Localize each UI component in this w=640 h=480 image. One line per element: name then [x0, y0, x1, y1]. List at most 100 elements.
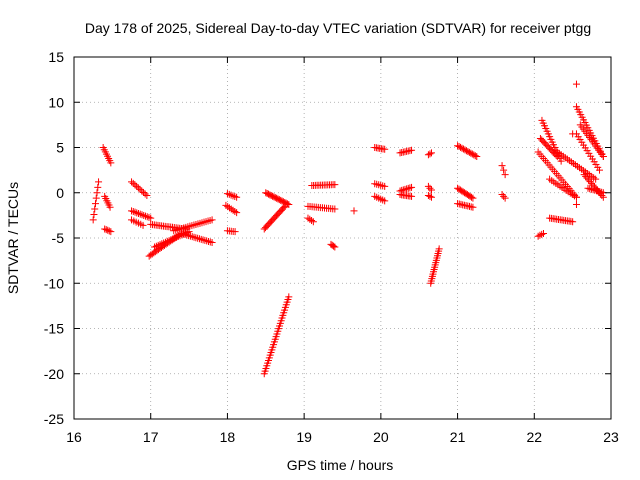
data-point	[106, 203, 114, 211]
data-point	[455, 143, 463, 151]
data-point	[426, 184, 434, 192]
data-point	[190, 233, 198, 241]
data-point	[500, 166, 508, 174]
data-point	[304, 214, 312, 222]
data-point	[406, 184, 414, 192]
data-point	[145, 213, 153, 221]
data-point	[330, 242, 338, 250]
data-point	[160, 239, 168, 247]
data-point	[107, 159, 115, 167]
data-point	[454, 142, 462, 150]
data-point	[587, 185, 595, 193]
data-point	[435, 245, 443, 253]
data-point	[408, 183, 416, 191]
data-point	[569, 130, 577, 138]
data-point	[179, 230, 187, 238]
data-point	[171, 234, 179, 242]
data-point	[427, 193, 435, 201]
grid-layer	[74, 57, 611, 419]
data-point	[231, 207, 239, 215]
data-point	[197, 235, 205, 243]
data-point	[128, 178, 136, 186]
data-point	[588, 179, 596, 187]
data-point	[473, 153, 481, 161]
data-point	[169, 235, 177, 243]
data-point	[183, 231, 191, 239]
data-point	[593, 187, 601, 195]
data-point	[104, 226, 112, 234]
data-point	[426, 150, 434, 158]
data-point	[102, 226, 110, 234]
x-tick-label: 23	[603, 429, 619, 445]
data-point	[136, 185, 144, 193]
data-point	[350, 207, 358, 215]
data-point	[500, 192, 508, 200]
data-points-layer	[89, 80, 607, 378]
y-tick-label: 10	[48, 94, 64, 110]
data-point	[471, 152, 479, 160]
data-point	[128, 207, 136, 215]
data-point	[158, 240, 166, 248]
data-point	[181, 231, 189, 239]
data-point	[133, 182, 141, 190]
data-point	[92, 194, 100, 202]
data-point	[592, 175, 600, 183]
data-point	[283, 200, 291, 208]
data-point	[408, 146, 416, 154]
data-point	[204, 237, 212, 245]
data-point	[201, 236, 209, 244]
y-tick-label: -20	[44, 366, 64, 382]
data-point	[229, 206, 237, 214]
data-point	[192, 234, 200, 242]
data-point	[138, 187, 146, 195]
x-tick-label: 18	[220, 429, 236, 445]
data-point	[586, 185, 594, 193]
data-point	[470, 151, 478, 159]
data-point	[309, 218, 317, 226]
data-point	[458, 144, 466, 152]
data-point	[464, 148, 472, 156]
data-point	[583, 174, 591, 182]
data-point	[152, 242, 160, 250]
data-point	[186, 232, 194, 240]
data-point	[585, 176, 593, 184]
data-point	[143, 191, 151, 199]
data-point	[465, 148, 473, 156]
data-point	[227, 205, 235, 213]
data-point	[331, 181, 339, 189]
data-point	[222, 201, 230, 209]
data-point	[151, 243, 159, 251]
y-tick-label: 0	[56, 185, 64, 201]
data-point	[424, 191, 432, 199]
data-point	[107, 228, 115, 236]
data-point	[133, 209, 141, 217]
data-point	[161, 238, 169, 246]
data-point	[101, 225, 109, 233]
data-point	[141, 190, 149, 198]
data-point	[233, 193, 241, 201]
data-point	[172, 233, 180, 241]
data-point	[501, 171, 509, 179]
data-point	[91, 205, 99, 213]
y-tick-label: 5	[56, 140, 64, 156]
y-tick-label: -10	[44, 275, 64, 291]
data-point	[572, 80, 580, 88]
data-point	[572, 193, 580, 201]
y-tick-label: -25	[44, 411, 64, 427]
data-point	[557, 157, 565, 165]
data-point	[129, 179, 137, 187]
data-point	[501, 194, 509, 202]
data-point	[498, 162, 506, 170]
ticks-layer: 16 17 18 19 20 21 22 23 15 10 5 0 -5 -10 -15 -20 -25	[44, 49, 619, 445]
data-point	[469, 203, 477, 211]
labels-layer: Day 178 of 2025, Sidereal Day-to-day VTE…	[5, 20, 591, 473]
data-point	[589, 186, 597, 194]
data-point	[596, 188, 604, 196]
x-tick-label: 17	[143, 429, 159, 445]
data-point	[147, 214, 155, 222]
data-point	[203, 237, 211, 245]
data-point	[536, 231, 544, 239]
data-point	[591, 186, 599, 194]
data-point	[331, 243, 339, 251]
